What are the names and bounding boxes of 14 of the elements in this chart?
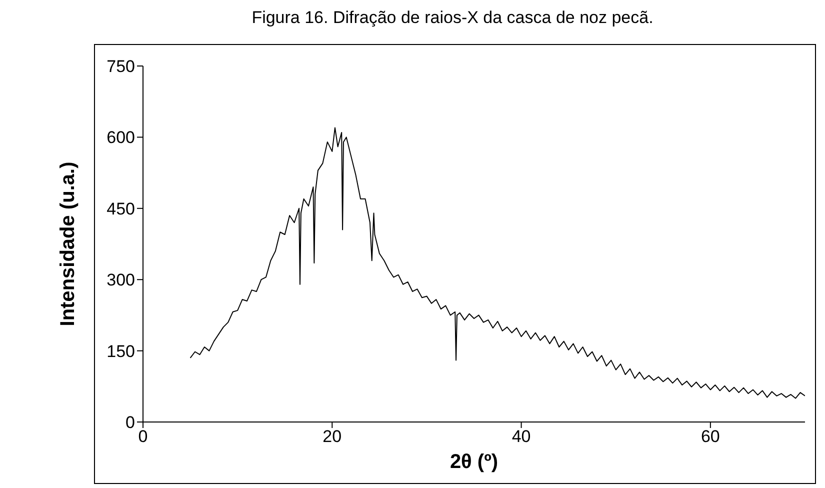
y-tick-label: 750 — [106, 57, 135, 76]
y-tick-label: 300 — [106, 270, 135, 290]
x-tick-label: 60 — [700, 427, 720, 446]
chart-title: Figura 16. Difração de raios-X da casca de noz pecã. — [250, 8, 654, 28]
y-tick-label: 150 — [106, 342, 135, 361]
x-tick-label: 20 — [322, 427, 342, 446]
y-tick-label: 450 — [106, 199, 135, 218]
line-series — [190, 127, 805, 399]
y-tick-label: 0 — [126, 413, 135, 432]
x-tick-label: 0 — [138, 427, 148, 446]
x-axis-title: 2θ (º) — [450, 451, 498, 473]
y-axis-title: Intensidade (u.a.) — [57, 162, 80, 326]
y-tick-label: 600 — [106, 128, 135, 148]
x-tick-label: 40 — [512, 427, 531, 446]
